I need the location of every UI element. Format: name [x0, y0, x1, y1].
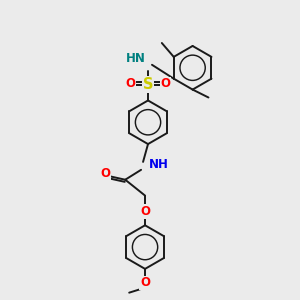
Text: HN: HN	[126, 52, 146, 65]
Text: O: O	[100, 167, 110, 180]
Text: O: O	[140, 276, 150, 289]
Text: O: O	[125, 77, 135, 90]
Text: NH: NH	[149, 158, 169, 171]
Text: O: O	[161, 77, 171, 90]
Text: S: S	[143, 77, 153, 92]
Text: O: O	[140, 205, 150, 218]
